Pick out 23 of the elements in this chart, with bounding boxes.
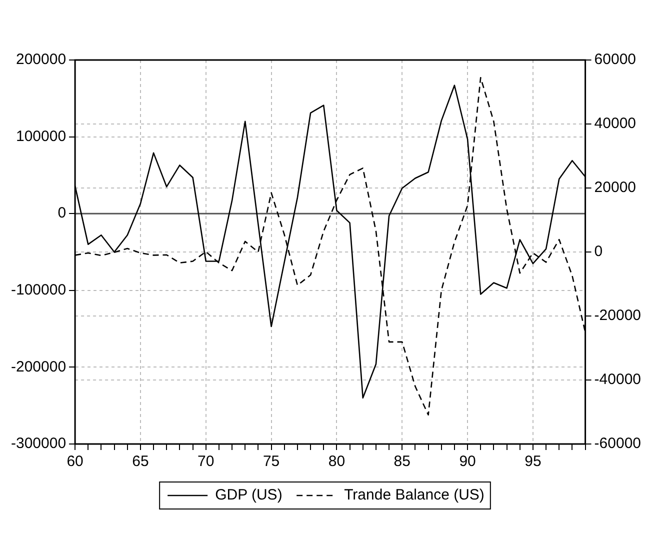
y-tick-label: -100000 [10,282,66,299]
legend-label: GDP (US) [215,486,282,504]
x-tick-label: 60 [66,453,84,470]
x-tick-label: 65 [132,453,149,470]
y2-tick-label: -60000 [594,435,642,452]
y2-tick-label: 40000 [594,115,636,132]
x-tick-label: 80 [328,453,346,470]
x-tick-label: 90 [459,453,476,470]
legend-label: Trande Balance (US) [344,486,484,504]
y2-tick-label: 0 [594,243,603,260]
y-tick-label: 200000 [16,51,66,68]
y-tick-label: 100000 [16,128,66,145]
y2-tick-label: 20000 [594,179,636,196]
x-tick-label: 70 [198,453,214,470]
y-tick-label: -300000 [10,435,66,452]
y2-tick-label: -20000 [594,307,642,324]
x-tick-label: 85 [394,453,410,470]
y-tick-label: -200000 [10,358,66,376]
x-tick-label: 95 [524,453,542,470]
x-tick-label: 75 [262,453,280,470]
y-tick-label: 0 [58,204,66,222]
y2-tick-label: 60000 [594,51,636,68]
y2-tick-label: -40000 [594,371,642,388]
